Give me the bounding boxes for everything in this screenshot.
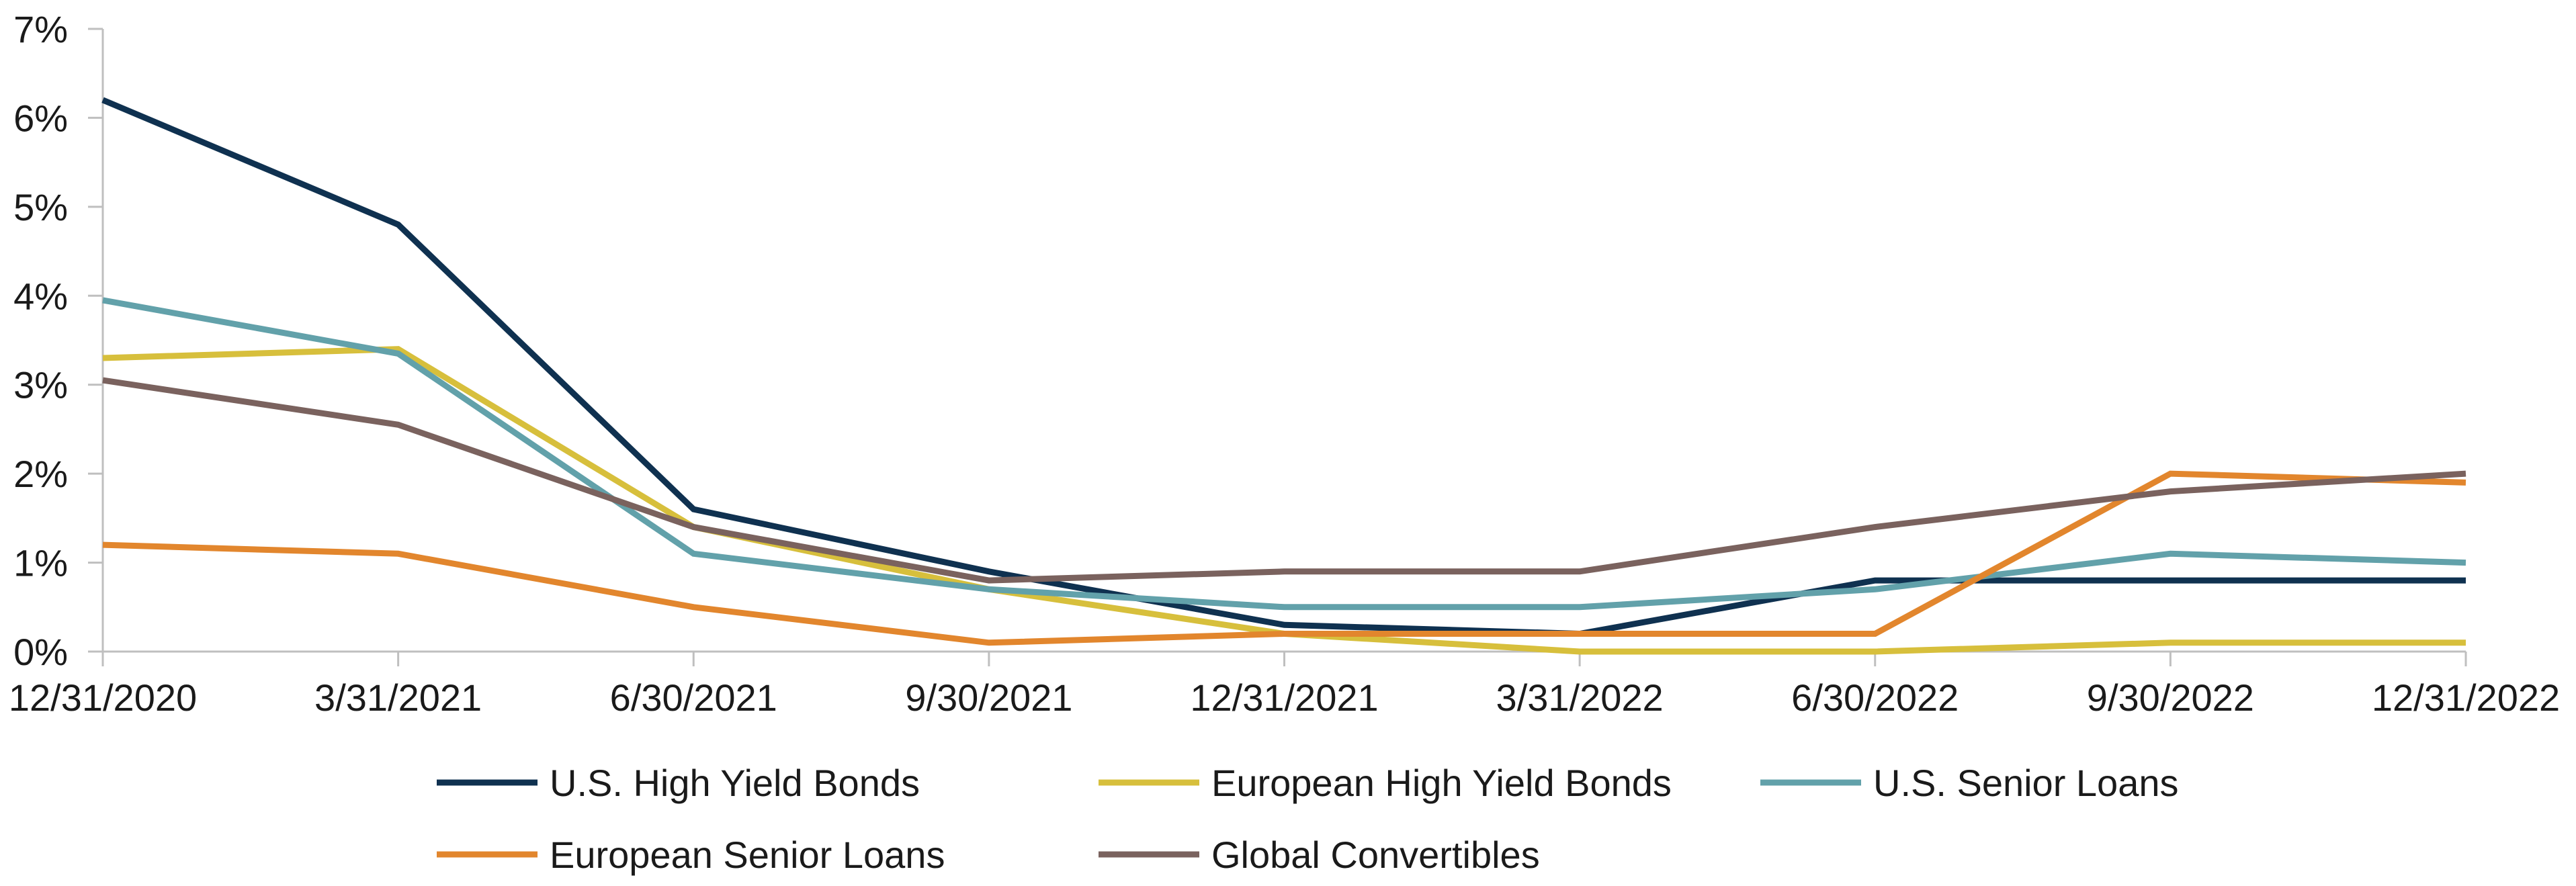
x-tick-label: 6/30/2022	[1791, 676, 1959, 719]
legend-label: U.S. High Yield Bonds	[550, 762, 920, 804]
series-line-u-s-high-yield-bonds	[101, 97, 2466, 637]
y-tick-label: 6%	[13, 97, 68, 139]
legend-label: European High Yield Bonds	[1211, 762, 1672, 804]
legend-label: European Senior Loans	[550, 834, 945, 876]
y-axis-ticks: 0% 1% 2% 3% 4% 5% 6% 7%	[13, 8, 103, 673]
legend-label: Global Convertibles	[1211, 834, 1540, 876]
x-tick-label: 9/30/2021	[905, 676, 1072, 719]
y-tick-label: 7%	[13, 8, 68, 50]
x-axis-ticks: 12/31/2020 3/31/2021 6/30/2021 9/30/2021 12/…	[9, 652, 2560, 719]
y-tick-label: 2%	[13, 453, 68, 495]
legend: U.S. High Yield Bonds European High Yield…	[437, 762, 2178, 876]
legend-item-u-s-high-yield-bonds: U.S. High Yield Bonds	[437, 762, 920, 804]
x-tick-label: 12/31/2021	[1190, 676, 1378, 719]
series-line-european-senior-loans	[102, 470, 2466, 646]
y-tick-label: 1%	[13, 542, 68, 584]
x-tick-label: 3/31/2021	[314, 676, 482, 719]
series-line-u-s-senior-loans	[102, 297, 2466, 611]
x-tick-label: 12/31/2020	[9, 676, 197, 719]
x-tick-label: 3/31/2022	[1496, 676, 1664, 719]
y-tick-label: 5%	[13, 186, 68, 228]
y-tick-label: 0%	[13, 631, 68, 673]
series-line-global-convertibles	[102, 377, 2466, 584]
legend-item-european-senior-loans: European Senior Loans	[437, 834, 945, 876]
x-tick-label: 6/30/2021	[610, 676, 777, 719]
series-lines	[101, 97, 2466, 655]
x-tick-label: 9/30/2022	[2087, 676, 2254, 719]
legend-item-global-convertibles: Global Convertibles	[1099, 834, 1540, 876]
y-tick-label: 3%	[13, 364, 68, 406]
x-tick-label: 12/31/2022	[2372, 676, 2560, 719]
legend-item-u-s-senior-loans: U.S. Senior Loans	[1760, 762, 2178, 804]
legend-label: U.S. Senior Loans	[1873, 762, 2178, 804]
y-tick-label: 4%	[13, 275, 68, 317]
legend-item-european-high-yield-bonds: European High Yield Bonds	[1099, 762, 1672, 804]
